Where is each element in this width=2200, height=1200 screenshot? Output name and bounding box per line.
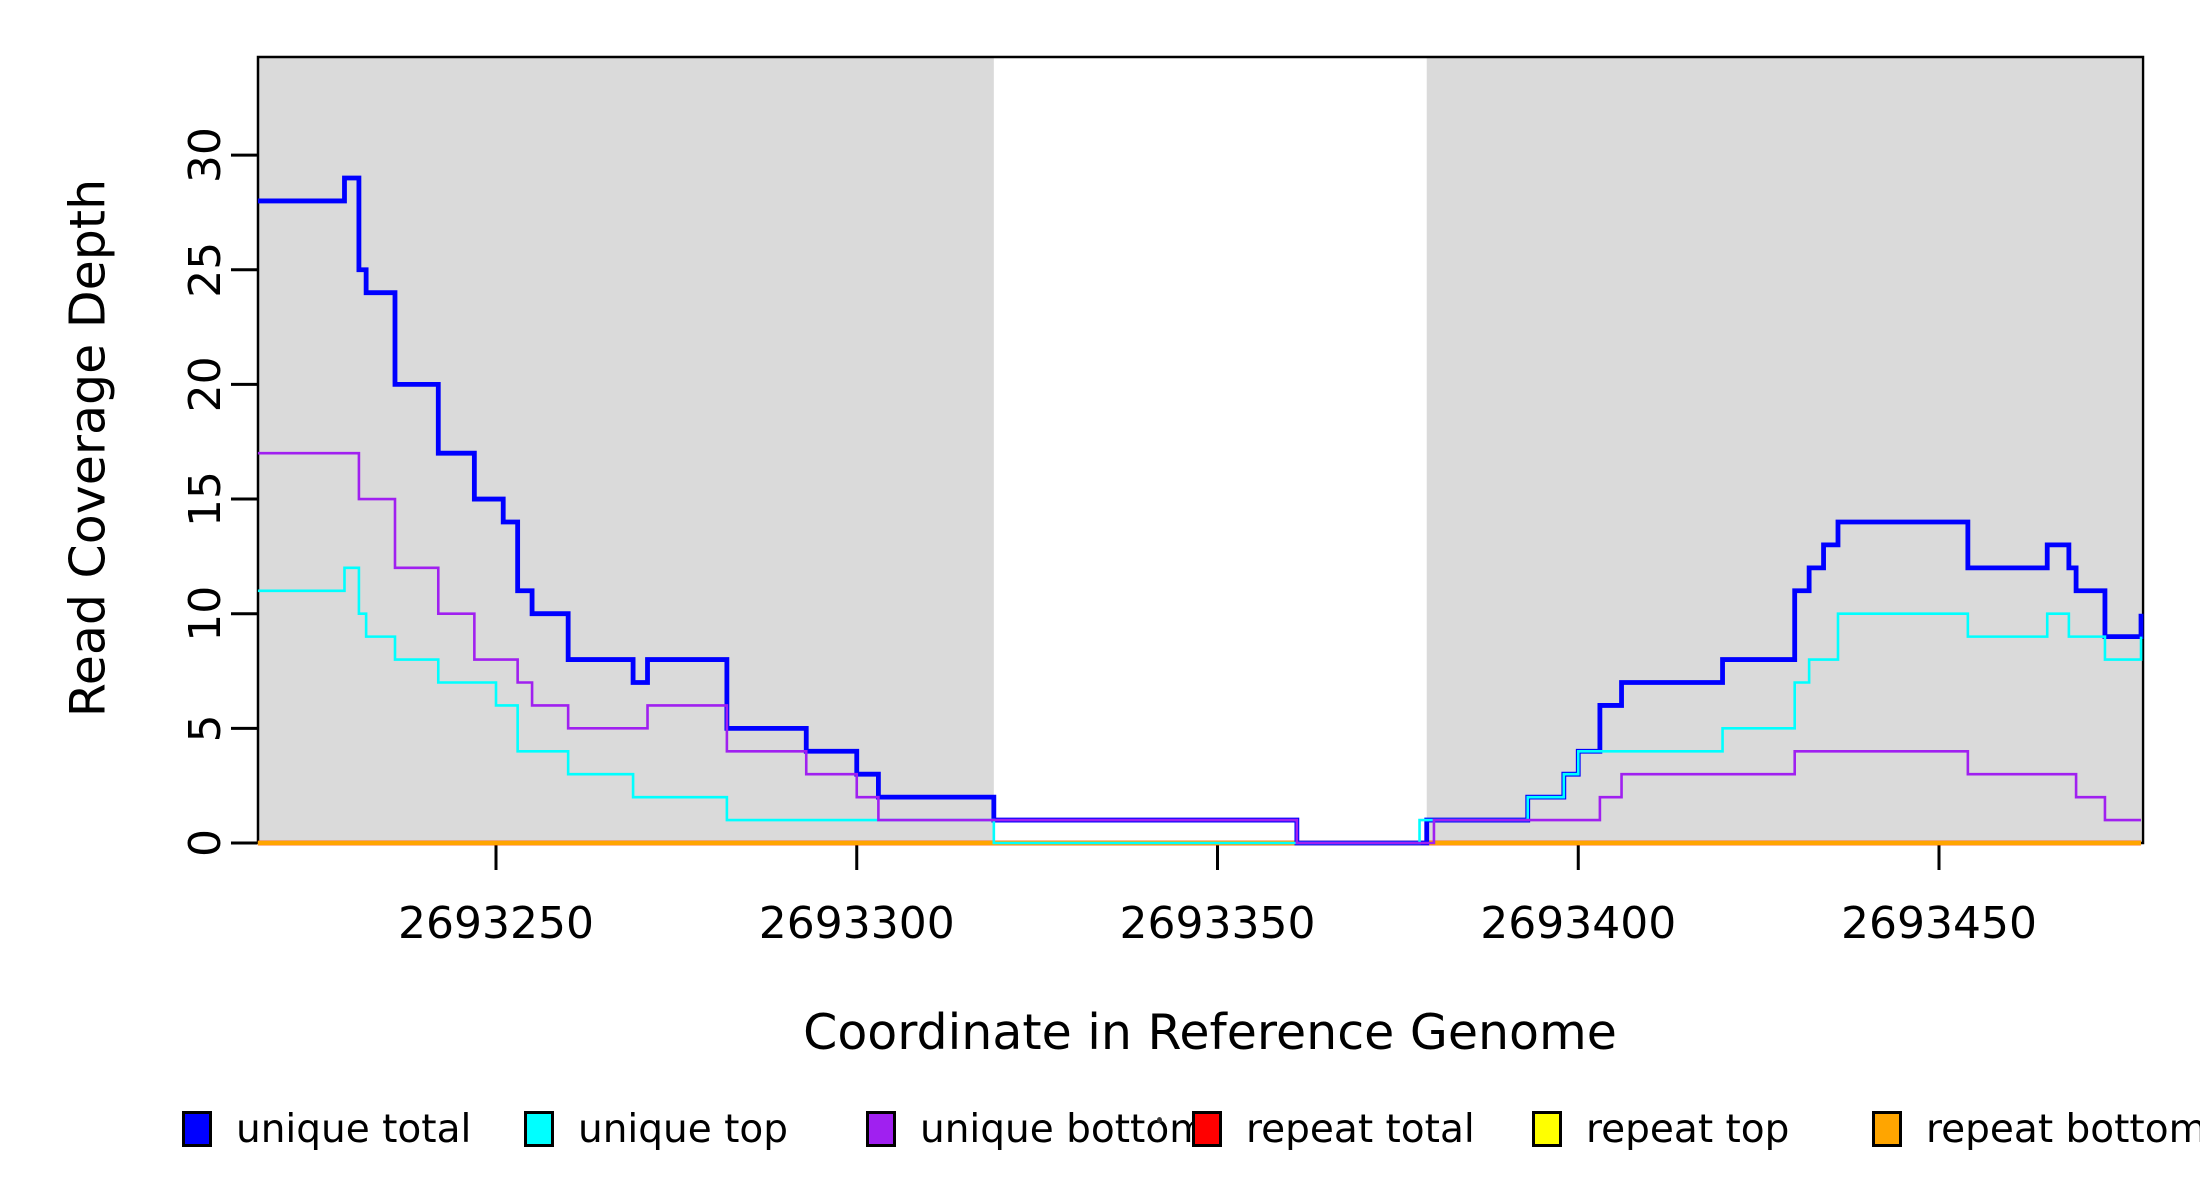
- legend-item-unique-total: unique total: [182, 1103, 471, 1155]
- legend-swatch-repeat-top: [1532, 1111, 1562, 1147]
- y-tick-label: 25: [180, 242, 231, 298]
- legend-swatch-repeat-bottom: [1872, 1111, 1902, 1147]
- x-axis-title: Coordinate in Reference Genome: [803, 1004, 1617, 1061]
- y-tick-label: 20: [180, 356, 231, 412]
- x-tick-label: 2693250: [398, 898, 594, 949]
- legend-label: repeat top: [1586, 1106, 1790, 1152]
- legend-label: repeat total: [1246, 1106, 1475, 1152]
- y-tick-label: 30: [180, 127, 231, 183]
- legend-label: repeat bottom: [1926, 1106, 2200, 1152]
- legend-swatch-unique-total: [182, 1111, 212, 1147]
- y-tick-label: 15: [180, 471, 231, 527]
- legend-label: unique top: [578, 1106, 789, 1152]
- legend-label: unique bottom: [920, 1106, 1208, 1152]
- x-tick-label: 2693300: [759, 898, 955, 949]
- shaded-region-left: [257, 57, 994, 843]
- legend-item-repeat-top: repeat top: [1532, 1103, 1789, 1155]
- legend-item-unique-bottom: unique bottom: [866, 1103, 1207, 1155]
- legend-label: unique total: [236, 1106, 472, 1152]
- legend-swatch-unique-top: [524, 1111, 554, 1147]
- legend-item-unique-top: unique top: [524, 1103, 788, 1155]
- legend-swatch-repeat-total: [1192, 1111, 1222, 1147]
- series-unique-bottom-line: [257, 451, 2142, 845]
- series-unique-top-line: [257, 566, 2143, 845]
- x-tick-label: 2693350: [1120, 898, 1316, 949]
- y-axis-title: Read Coverage Depth: [59, 178, 117, 718]
- x-tick-label: 2693450: [1841, 898, 2037, 949]
- legend-item-repeat-bottom: repeat bottom: [1872, 1103, 2200, 1155]
- shaded-region-right: [1426, 57, 2142, 843]
- legend-swatch-unique-bottom: [866, 1111, 896, 1147]
- legend-item-repeat-total: repeat total: [1192, 1103, 1475, 1155]
- y-tick-label: 10: [180, 586, 231, 642]
- legend-artifact-dot: [1157, 1117, 1162, 1123]
- x-tick-label: 2693400: [1480, 898, 1676, 949]
- y-tick-label: 0: [180, 829, 231, 857]
- y-tick-label: 5: [180, 714, 231, 742]
